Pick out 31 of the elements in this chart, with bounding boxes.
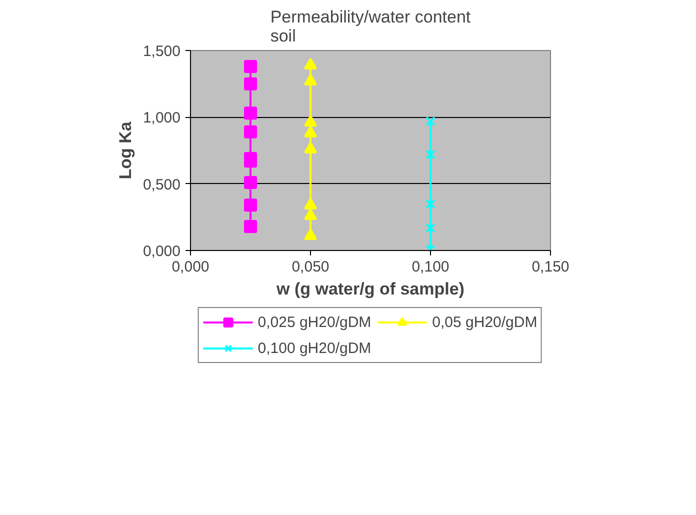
legend-label: 0,025 gH20/gDM [258, 314, 372, 330]
point [244, 220, 257, 233]
point [426, 198, 436, 209]
point [304, 142, 317, 154]
point [244, 125, 257, 138]
point [304, 126, 317, 138]
point [244, 106, 257, 120]
point [244, 198, 257, 212]
x-tick-label: 0,000 [172, 258, 210, 276]
y-tick-label: 0,500 [142, 176, 181, 194]
point [304, 115, 317, 127]
y-tick-label: 1,500 [142, 43, 181, 60]
point [244, 176, 257, 189]
point [304, 198, 317, 210]
point [426, 116, 436, 126]
x-tick-label: 0,150 [532, 258, 570, 276]
point [244, 77, 257, 90]
y-tick-label: 0,000 [142, 243, 181, 260]
point [244, 60, 257, 73]
chart-title: Permeability/water content soil [270, 8, 471, 46]
y-tick-label: 1,000 [142, 110, 181, 127]
point [304, 228, 317, 240]
legend-label: 0,05 gH20/gDM [432, 314, 538, 330]
point [426, 150, 436, 160]
point [426, 222, 436, 233]
x-tick-label: 0,100 [412, 258, 450, 276]
legend-label: 0,100 gH20/gDM [258, 340, 372, 356]
x-tick-label: 0,050 [292, 258, 330, 276]
point [304, 208, 317, 220]
x-axis-title: w (g water/g of sample) [276, 280, 464, 298]
y-axis-title: Log Ka [116, 121, 135, 180]
